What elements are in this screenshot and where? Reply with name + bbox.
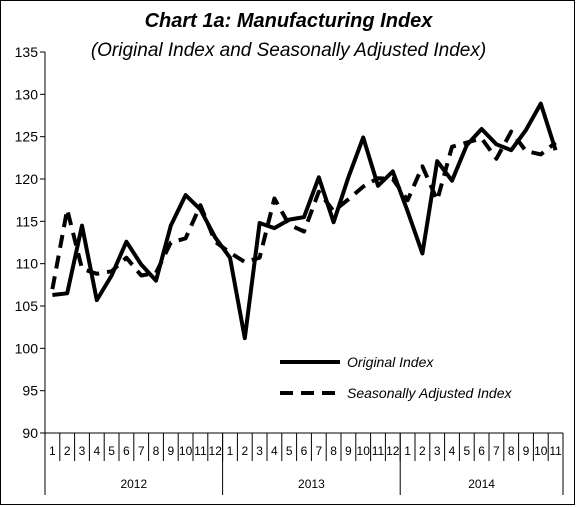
x-tick-label: 8 — [330, 444, 337, 458]
x-tick-label: 10 — [357, 444, 371, 458]
x-tick-label: 5 — [463, 444, 470, 458]
legend-label: Original Index — [347, 354, 434, 370]
y-tick-label: 125 — [15, 129, 39, 145]
year-label: 2012 — [120, 477, 147, 491]
x-tick-label: 7 — [138, 444, 145, 458]
x-tick-labels: 1 2 3 4 5 6 7 8 9 10 11 12 1 2 3 4 5 6 7 8 9 10 11 12 1 2 3 4 5 6 7 8 9 1… — [49, 444, 562, 458]
x-tick-label: 7 — [315, 444, 322, 458]
year-labels: 2012 2013 2014 — [120, 477, 495, 491]
x-tick-label: 11 — [372, 444, 385, 458]
x-tick-label: 7 — [493, 444, 500, 458]
x-tick-label: 2 — [64, 444, 71, 458]
y-tick-label: 130 — [15, 86, 39, 102]
x-tick-label: 4 — [271, 444, 278, 458]
series-lines — [50, 101, 558, 341]
x-tick-label: 1 — [227, 444, 234, 458]
x-tick-label: 2 — [419, 444, 426, 458]
x-tick-label: 9 — [523, 444, 530, 458]
x-tick-label: 9 — [345, 444, 352, 458]
year-label: 2013 — [298, 477, 325, 491]
x-tick-label: 6 — [123, 444, 130, 458]
legend: Original Index Seasonally Adjusted Index — [280, 354, 512, 401]
x-tick-label: 5 — [286, 444, 293, 458]
series-line-seasonally-adjusted-index — [50, 129, 557, 290]
chart-title: Chart 1a: Manufacturing Index — [144, 10, 433, 32]
x-tick-label: 8 — [508, 444, 515, 458]
x-tick-label: 4 — [449, 444, 456, 458]
y-tick-label: 120 — [15, 171, 39, 187]
x-tick-label: 3 — [79, 444, 86, 458]
y-tick-label: 95 — [22, 383, 38, 399]
x-tick-label: 3 — [434, 444, 441, 458]
x-tick-label: 8 — [153, 444, 160, 458]
x-tick-label: 1 — [404, 444, 411, 458]
series-line-original-index — [52, 101, 558, 341]
x-tick-label: 2 — [241, 444, 248, 458]
x-tick-label: 10 — [534, 444, 548, 458]
x-tick-label: 10 — [179, 444, 193, 458]
axes — [40, 51, 564, 495]
x-tick-label: 6 — [301, 444, 308, 458]
x-tick-label: 5 — [108, 444, 115, 458]
x-tick-label: 12 — [386, 444, 400, 458]
x-tick-label: 9 — [167, 444, 174, 458]
x-tick-label: 11 — [549, 444, 562, 458]
y-tick-label: 90 — [22, 425, 38, 441]
y-tick-label: 100 — [15, 340, 39, 356]
legend-label: Seasonally Adjusted Index — [347, 385, 512, 401]
x-tick-label: 1 — [49, 444, 56, 458]
x-tick-label: 11 — [194, 444, 207, 458]
y-tick-label: 115 — [16, 213, 39, 229]
x-tick-label: 4 — [93, 444, 100, 458]
y-tick-label: 135 — [15, 44, 39, 60]
y-tick-label: 105 — [15, 298, 39, 314]
x-tick-label: 3 — [256, 444, 263, 458]
x-tick-label: 6 — [478, 444, 485, 458]
chart-subtitle: (Original Index and Seasonally Adjusted … — [90, 40, 487, 61]
y-tick-label: 110 — [16, 256, 39, 272]
y-tick-labels: 90 95 100 105 110 115 120 125 130 135 — [15, 44, 39, 441]
x-tick-label: 12 — [209, 444, 223, 458]
year-label: 2014 — [468, 477, 495, 491]
